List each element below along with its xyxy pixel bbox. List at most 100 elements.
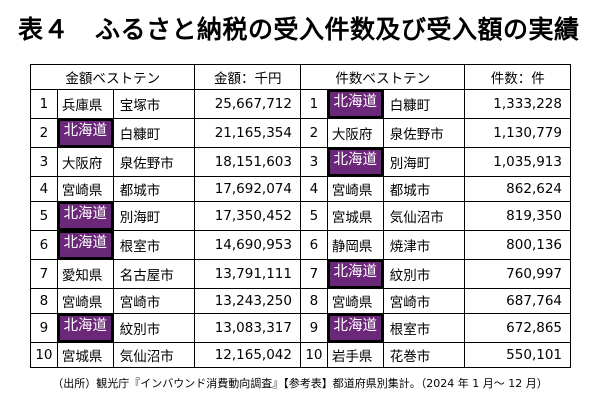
amount-city-cell: 宮崎市 xyxy=(112,288,196,314)
count-value-cell: 672,865 xyxy=(464,313,571,343)
amount-rank-cell: 5 xyxy=(30,201,58,231)
amount-prefecture-cell: 宮崎県 xyxy=(56,176,114,202)
amount-rank-cell: 4 xyxy=(30,176,58,202)
count-prefecture-cell: 岩手県 xyxy=(326,342,384,368)
prefecture-label: 宮城県 xyxy=(61,349,103,365)
amount-prefecture-cell: 北海道 xyxy=(56,201,114,231)
count-prefecture-cell: 大阪府 xyxy=(326,118,384,148)
count-rank-cell: 9 xyxy=(299,313,328,343)
amount-prefecture-cell: 宮城県 xyxy=(56,342,114,368)
count-value-cell: 1,333,228 xyxy=(464,89,571,119)
amount-rank-cell: 1 xyxy=(30,89,58,119)
amount-city-cell: 別海町 xyxy=(112,201,196,231)
highlighted-prefecture-badge: 北海道 xyxy=(59,204,111,228)
count-city-cell: 白糠町 xyxy=(382,89,466,119)
count-city-cell: 焼津市 xyxy=(382,230,466,260)
count-prefecture-cell: 宮城県 xyxy=(326,201,384,231)
count-rank-cell: 1 xyxy=(299,89,328,119)
ranking-table: 金額ベストテン 金額：千円 件数ベストテン 件数：件 1 兵庫県 宝塚市 25,667… xyxy=(29,64,571,368)
count-city-cell: 泉佐野市 xyxy=(382,118,466,148)
count-value-cell: 550,101 xyxy=(464,342,571,368)
amount-city-cell: 都城市 xyxy=(112,176,196,202)
highlighted-prefecture-badge: 北海道 xyxy=(59,233,111,257)
amount-rank-cell: 2 xyxy=(30,118,58,148)
count-prefecture-cell: 宮崎県 xyxy=(326,176,384,202)
amount-city-cell: 根室市 xyxy=(112,230,196,260)
prefecture-label: 大阪府 xyxy=(331,127,373,143)
table-number: 表４ xyxy=(18,15,70,44)
amount-city-cell: 泉佐野市 xyxy=(112,147,196,177)
amount-rank-cell: 8 xyxy=(30,288,58,314)
source-note: （出所）観光庁『インバウンド消費動向調査』【参考表】都道府県別集計。（2024 … xyxy=(52,377,548,390)
amount-city-cell: 紋別市 xyxy=(112,313,196,343)
amount-value-cell: 17,350,452 xyxy=(194,201,301,231)
count-city-cell: 別海町 xyxy=(382,147,466,177)
page-title: 表４ ふるさと納税の受入件数及び受入額の実績 xyxy=(18,10,580,46)
count-city-cell: 気仙沼市 xyxy=(382,201,466,231)
count-value-cell: 760,997 xyxy=(464,259,571,289)
count-value-cell: 687,764 xyxy=(464,288,571,314)
highlighted-prefecture-badge: 北海道 xyxy=(59,121,111,145)
prefecture-label: 静岡県 xyxy=(331,239,373,255)
table-header-row: 金額ベストテン 金額：千円 件数ベストテン 件数：件 xyxy=(29,64,571,90)
count-rank-cell: 4 xyxy=(299,176,328,202)
amount-prefecture-cell: 北海道 xyxy=(56,230,114,260)
prefecture-label: 愛知県 xyxy=(61,268,103,284)
count-value-cell: 819,350 xyxy=(464,201,571,231)
amount-city-cell: 白糠町 xyxy=(112,118,196,148)
prefecture-label: 宮崎県 xyxy=(331,295,373,311)
count-value-cell: 862,624 xyxy=(464,176,571,202)
table-row: 5 北海道 別海町 17,350,452 5 宮城県 気仙沼市 819,350 xyxy=(30,201,571,231)
prefecture-label: 岩手県 xyxy=(331,349,373,365)
highlighted-prefecture-badge: 北海道 xyxy=(59,316,111,340)
prefecture-label: 宮崎県 xyxy=(61,183,103,199)
highlighted-prefecture-badge: 北海道 xyxy=(329,92,381,116)
count-ranking-header: 件数ベストテン xyxy=(299,64,466,90)
amount-prefecture-cell: 北海道 xyxy=(56,313,114,343)
prefecture-label: 兵庫県 xyxy=(61,98,103,114)
amount-value-cell: 17,692,074 xyxy=(194,176,301,202)
amount-value-cell: 13,791,111 xyxy=(194,259,301,289)
amount-value-cell: 18,151,603 xyxy=(194,147,301,177)
amount-prefecture-cell: 北海道 xyxy=(56,118,114,148)
amount-value-cell: 12,165,042 xyxy=(194,342,301,368)
count-prefecture-cell: 北海道 xyxy=(326,89,384,119)
count-rank-cell: 10 xyxy=(299,342,328,368)
amount-value-cell: 13,243,250 xyxy=(194,288,301,314)
amount-value-cell: 21,165,354 xyxy=(194,118,301,148)
amount-ranking-header: 金額ベストテン xyxy=(29,64,196,90)
prefecture-label: 宮城県 xyxy=(331,210,373,226)
ranking-table-body: 1 兵庫県 宝塚市 25,667,712 1 北海道 白糠町 1,333,228 2 北海道 白糠町… xyxy=(30,89,571,368)
count-value-cell: 800,136 xyxy=(464,230,571,260)
count-rank-cell: 2 xyxy=(299,118,328,148)
count-rank-cell: 3 xyxy=(299,147,328,177)
table-row: 7 愛知県 名古屋市 13,791,111 7 北海道 紋別市 760,997 xyxy=(30,259,571,289)
prefecture-label: 宮崎県 xyxy=(331,183,373,199)
title-text: ふるさと納税の受入件数及び受入額の実績 xyxy=(95,15,580,44)
table-row: 6 北海道 根室市 14,690,953 6 静岡県 焼津市 800,136 xyxy=(30,230,571,260)
amount-rank-cell: 6 xyxy=(30,230,58,260)
count-unit-header: 件数：件 xyxy=(464,64,571,90)
prefecture-label: 宮崎県 xyxy=(61,295,103,311)
highlighted-prefecture-badge: 北海道 xyxy=(329,316,381,340)
count-rank-cell: 7 xyxy=(299,259,328,289)
amount-rank-cell: 3 xyxy=(30,147,58,177)
highlighted-prefecture-badge: 北海道 xyxy=(329,150,381,174)
table-row: 4 宮崎県 都城市 17,692,074 4 宮崎県 都城市 862,624 xyxy=(30,176,571,202)
table-row: 2 北海道 白糠町 21,165,354 2 大阪府 泉佐野市 1,130,779 xyxy=(30,118,571,148)
count-prefecture-cell: 北海道 xyxy=(326,313,384,343)
count-rank-cell: 8 xyxy=(299,288,328,314)
table-row: 10 宮城県 気仙沼市 12,165,042 10 岩手県 花巻市 550,101 xyxy=(30,342,571,368)
count-rank-cell: 5 xyxy=(299,201,328,231)
count-rank-cell: 6 xyxy=(299,230,328,260)
table-row: 9 北海道 紋別市 13,083,317 9 北海道 根室市 672,865 xyxy=(30,313,571,343)
amount-value-cell: 14,690,953 xyxy=(194,230,301,260)
amount-prefecture-cell: 宮崎県 xyxy=(56,288,114,314)
amount-city-cell: 宝塚市 xyxy=(112,89,196,119)
prefecture-label: 大阪府 xyxy=(61,156,103,172)
count-value-cell: 1,035,913 xyxy=(464,147,571,177)
amount-prefecture-cell: 大阪府 xyxy=(56,147,114,177)
table-row: 1 兵庫県 宝塚市 25,667,712 1 北海道 白糠町 1,333,228 xyxy=(30,89,571,119)
amount-value-cell: 13,083,317 xyxy=(194,313,301,343)
count-value-cell: 1,130,779 xyxy=(464,118,571,148)
